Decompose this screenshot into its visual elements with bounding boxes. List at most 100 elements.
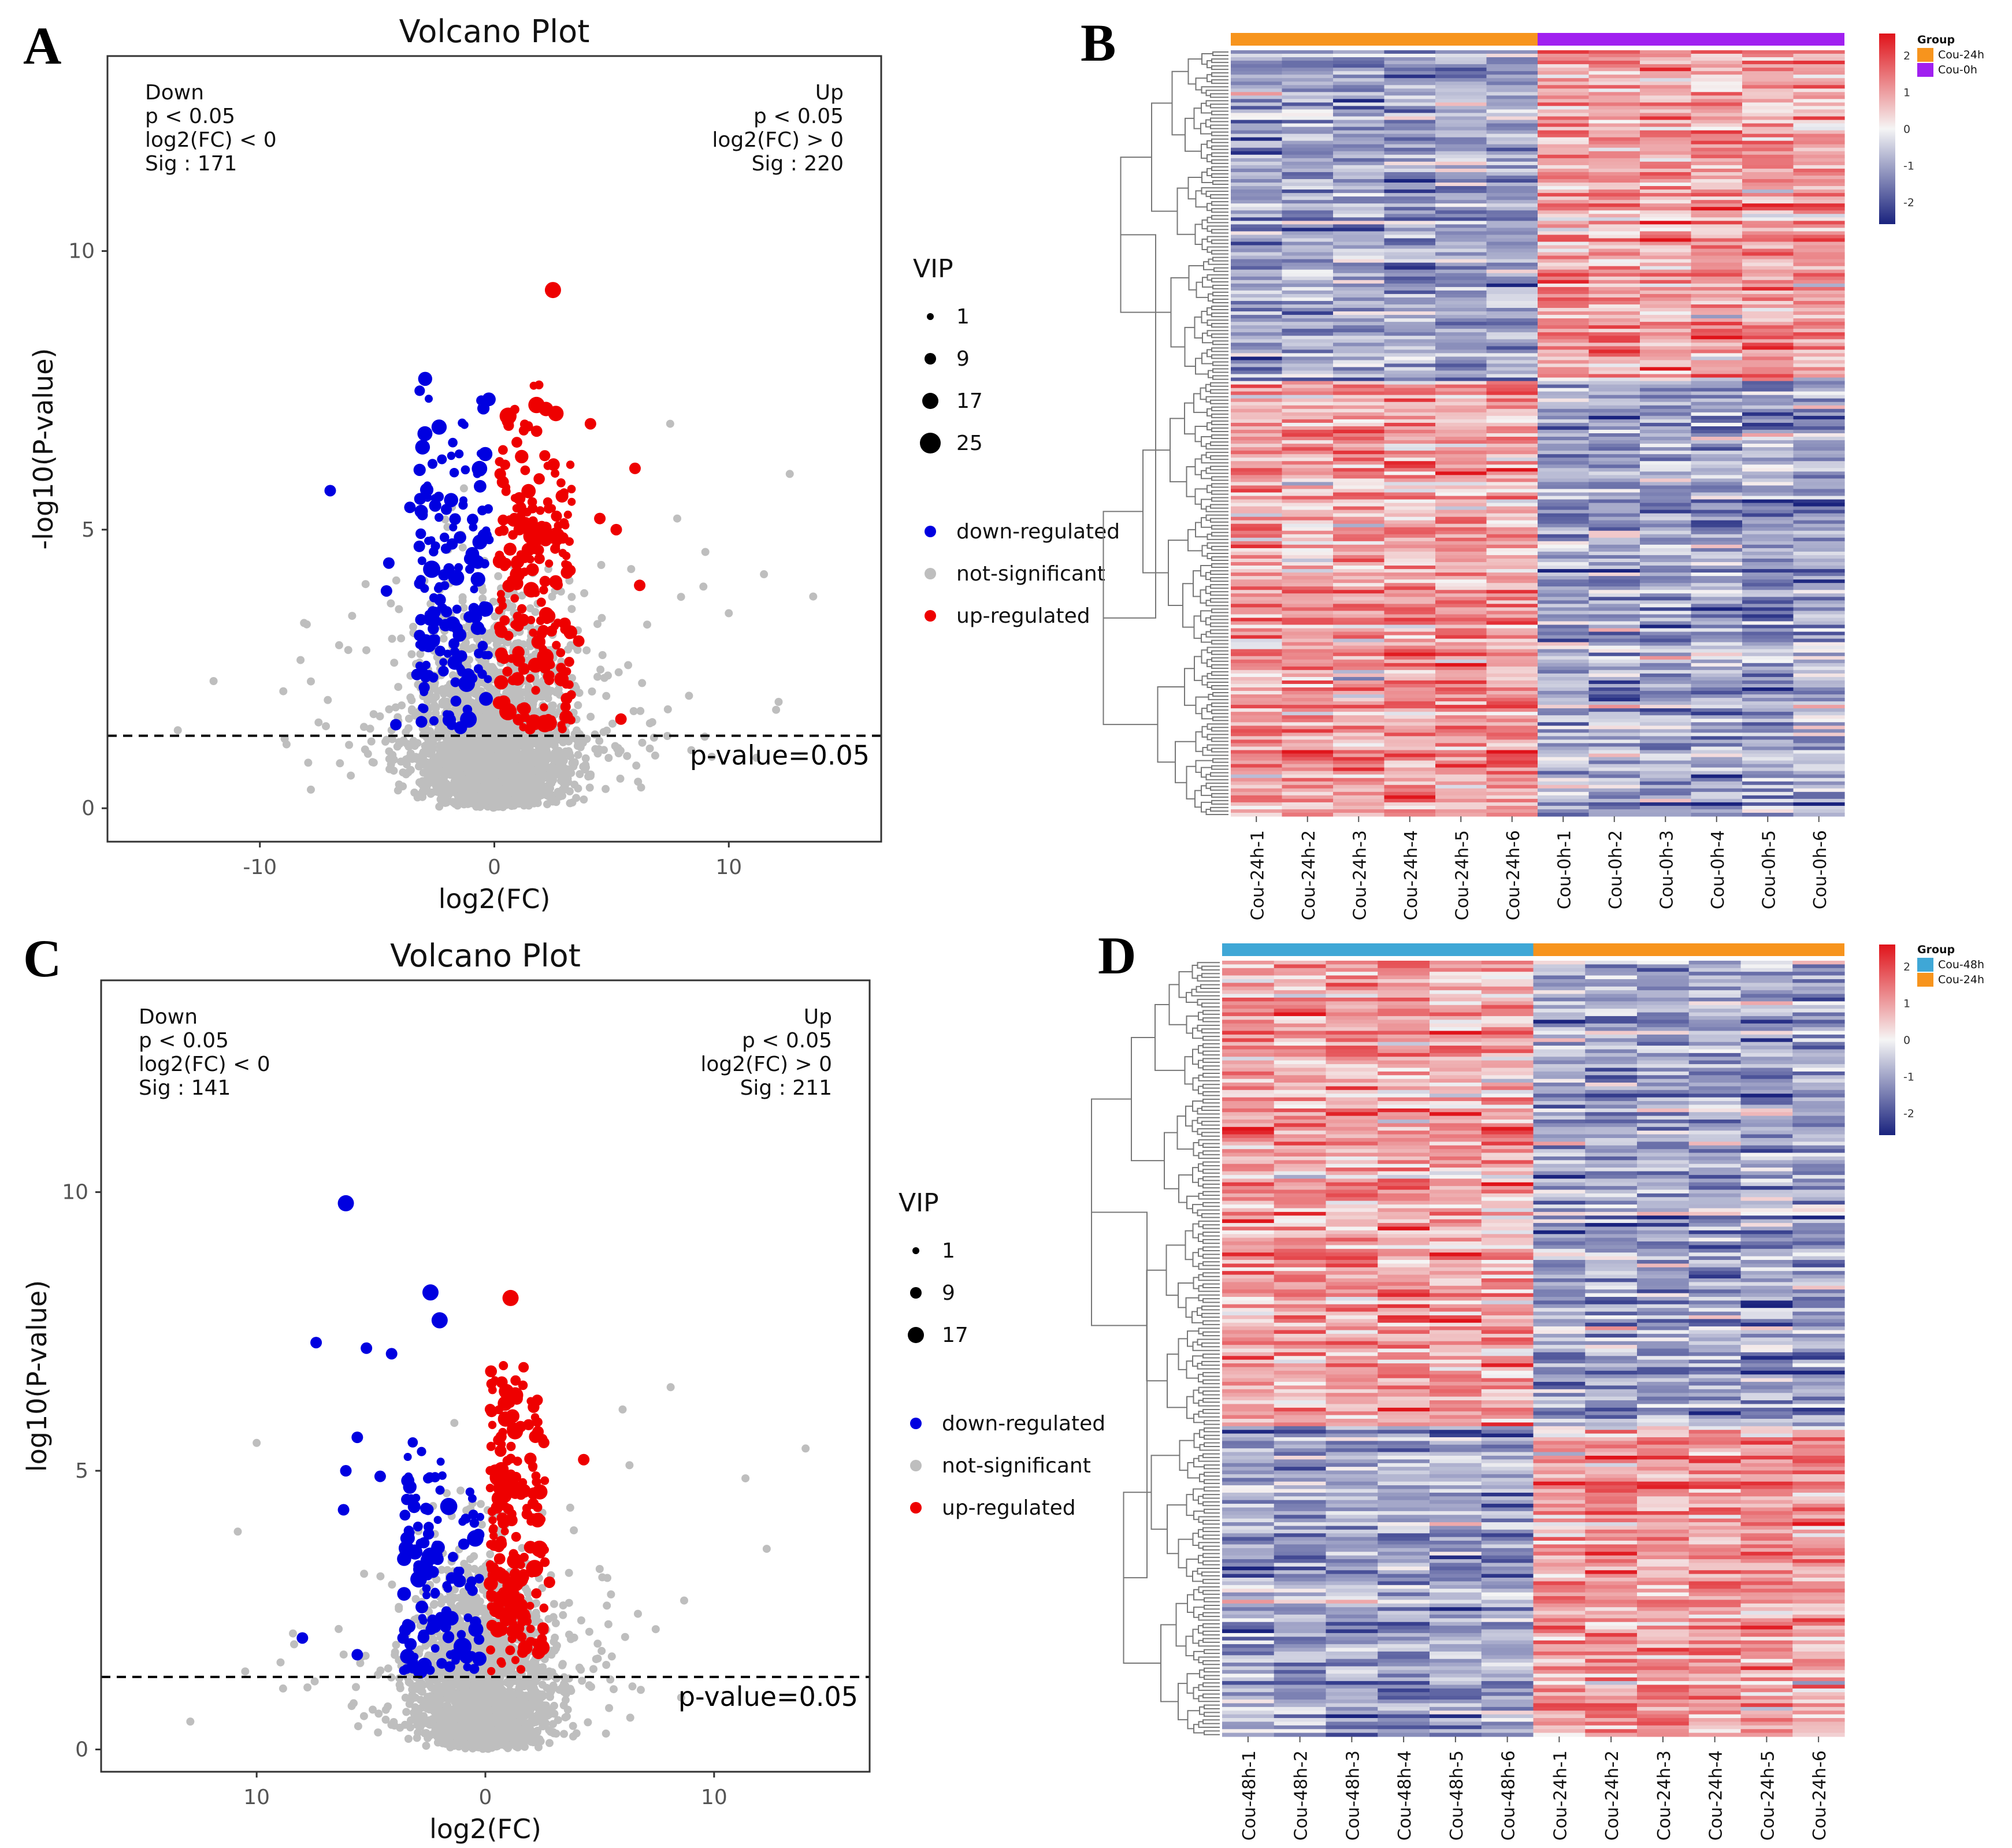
point-down-regulated <box>452 604 462 614</box>
heatmap-cell <box>1588 88 1640 92</box>
point-up-regulated <box>530 537 541 547</box>
heatmap-cell <box>1231 659 1283 664</box>
heatmap-cell <box>1231 304 1283 308</box>
heatmap-cell <box>1282 583 1334 587</box>
heatmap-cell <box>1231 133 1283 138</box>
heatmap-cell <box>1640 259 1692 263</box>
point-up-regulated <box>610 523 622 536</box>
heatmap-cell <box>1435 566 1487 570</box>
point-not-significant <box>513 769 521 778</box>
heatmap-cell <box>1384 503 1436 507</box>
point-down-regulated <box>470 572 485 587</box>
heatmap-cell <box>1333 374 1385 378</box>
heatmap-cell <box>1742 440 1794 444</box>
heatmap-cell <box>1231 137 1283 142</box>
heatmap-cell <box>1384 322 1436 326</box>
heatmap-cell <box>1640 293 1692 298</box>
heatmap-cell <box>1435 576 1487 580</box>
heatmap-cell <box>1640 618 1692 622</box>
heatmap-cell <box>1588 297 1640 302</box>
heatmap-cell <box>1333 311 1385 315</box>
point-not-significant <box>573 646 582 654</box>
heatmap-cell <box>1691 475 1743 479</box>
heatmap-cell <box>1691 248 1743 253</box>
heatmap-cell <box>1640 158 1692 162</box>
point-not-significant <box>598 651 607 659</box>
heatmap-cell <box>1538 506 1590 511</box>
point-not-significant <box>458 543 467 552</box>
heatmap-cell <box>1588 99 1640 103</box>
heatmap-cell <box>1384 102 1436 107</box>
heatmap-cell <box>1486 374 1538 378</box>
heatmap-cell <box>1435 81 1487 85</box>
heatmap-cell <box>1333 461 1385 465</box>
heatmap-cell <box>1588 537 1640 542</box>
heatmap-cell <box>1384 123 1436 128</box>
heatmap-cell <box>1282 437 1334 441</box>
heatmap-cell <box>1588 280 1640 284</box>
heatmap-cell <box>1793 186 1845 190</box>
point-down-regulated <box>415 575 426 585</box>
heatmap-cell <box>1486 618 1538 622</box>
point-down-regulated <box>449 513 461 525</box>
heatmap-cell <box>1282 614 1334 619</box>
heatmap-cell <box>1231 106 1283 110</box>
point-up-regulated <box>551 510 562 522</box>
point-up-regulated <box>534 380 544 389</box>
heatmap-cell <box>1742 461 1794 465</box>
point-down-regulated <box>472 460 488 477</box>
heatmap-cell <box>1691 593 1743 597</box>
heatmap-cell <box>1538 346 1590 350</box>
heatmap-cell <box>1384 649 1436 653</box>
heatmap-cell <box>1282 235 1334 239</box>
heatmap-cell <box>1231 541 1283 545</box>
heatmap-cell <box>1742 280 1794 284</box>
heatmap-cell <box>1282 200 1334 204</box>
heatmap-cell <box>1691 95 1743 99</box>
heatmap-cell <box>1793 513 1845 518</box>
heatmap-cell <box>1435 297 1487 302</box>
heatmap-cell <box>1333 478 1385 482</box>
heatmap-cell <box>1742 363 1794 368</box>
heatmap-cell <box>1793 391 1845 396</box>
heatmap-cell <box>1691 144 1743 148</box>
heatmap-cell <box>1538 75 1590 79</box>
point-down-regulated <box>472 534 488 550</box>
heatmap-cell <box>1538 109 1590 114</box>
point-up-regulated <box>502 483 511 492</box>
heatmap-cell <box>1333 377 1385 382</box>
heatmap-cell <box>1486 370 1538 375</box>
heatmap-cell <box>1742 71 1794 75</box>
heatmap-cell <box>1538 349 1590 354</box>
heatmap-cell <box>1742 193 1794 197</box>
heatmap-cell <box>1435 203 1487 207</box>
heatmap-cell <box>1435 482 1487 486</box>
heatmap-cell <box>1435 113 1487 117</box>
heatmap-cell <box>1793 489 1845 493</box>
heatmap-cell <box>1640 593 1692 597</box>
heatmap-cell <box>1538 562 1590 566</box>
heatmap-cell <box>1435 458 1487 462</box>
heatmap-cell <box>1333 489 1385 493</box>
heatmap-cell <box>1742 161 1794 166</box>
heatmap-cell <box>1282 503 1334 507</box>
point-down-regulated <box>417 426 433 441</box>
heatmap-cell <box>1282 193 1334 197</box>
point-up-regulated <box>558 724 567 734</box>
heatmap-cell <box>1793 611 1845 615</box>
heatmap-cell <box>1691 461 1743 465</box>
point-up-regulated <box>497 596 506 605</box>
point-not-significant <box>409 623 417 631</box>
heatmap-cell <box>1333 318 1385 322</box>
heatmap-cell <box>1588 161 1640 166</box>
heatmap-cell <box>1486 586 1538 590</box>
heatmap-cell <box>1486 308 1538 312</box>
heatmap-cell <box>1538 151 1590 155</box>
heatmap-cell <box>1435 656 1487 660</box>
heatmap-cell <box>1231 273 1283 277</box>
heatmap-cell <box>1333 544 1385 549</box>
heatmap-cell <box>1691 228 1743 232</box>
heatmap-cell <box>1588 183 1640 187</box>
heatmap-cell <box>1538 311 1590 315</box>
point-up-regulated <box>567 485 576 493</box>
